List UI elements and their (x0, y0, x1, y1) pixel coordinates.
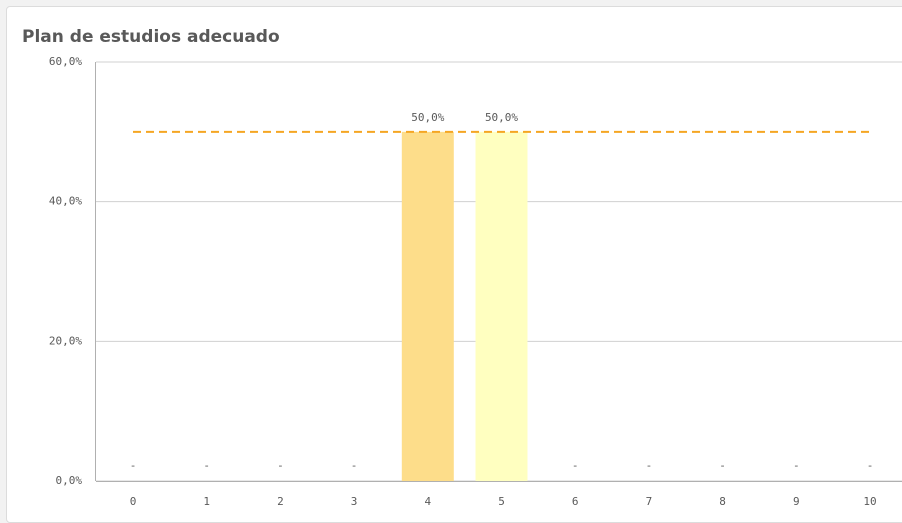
data-label: 50,0% (411, 111, 444, 124)
card (6, 6, 902, 523)
x-tick-label: 3 (351, 495, 358, 508)
x-tick-label: 5 (498, 495, 505, 508)
data-label: - (203, 459, 210, 472)
bar (475, 131, 528, 482)
y-tick-label: 40,0% (49, 195, 82, 208)
data-label: - (572, 459, 579, 472)
bar (401, 131, 454, 482)
y-tick-label: 20,0% (49, 334, 82, 347)
data-label: 50,0% (485, 111, 518, 124)
x-tick-label: 0 (130, 495, 137, 508)
data-label: - (867, 459, 874, 472)
x-tick-label: 8 (719, 495, 726, 508)
x-tick-label: 4 (424, 495, 431, 508)
x-tick-label: 9 (793, 495, 800, 508)
x-tick-label: 7 (646, 495, 653, 508)
data-label: - (277, 459, 284, 472)
x-tick-label: 1 (203, 495, 210, 508)
data-label: - (130, 459, 137, 472)
y-tick-label: 60,0% (49, 55, 82, 68)
data-label: - (719, 459, 726, 472)
x-tick-label: 6 (572, 495, 579, 508)
y-tick-label: 0,0% (56, 474, 83, 487)
chart-title: Plan de estudios adecuado (22, 27, 280, 47)
data-label: - (351, 459, 358, 472)
x-tick-label: 10 (863, 495, 876, 508)
data-label: - (793, 459, 800, 472)
data-label: - (646, 459, 653, 472)
x-tick-label: 2 (277, 495, 284, 508)
